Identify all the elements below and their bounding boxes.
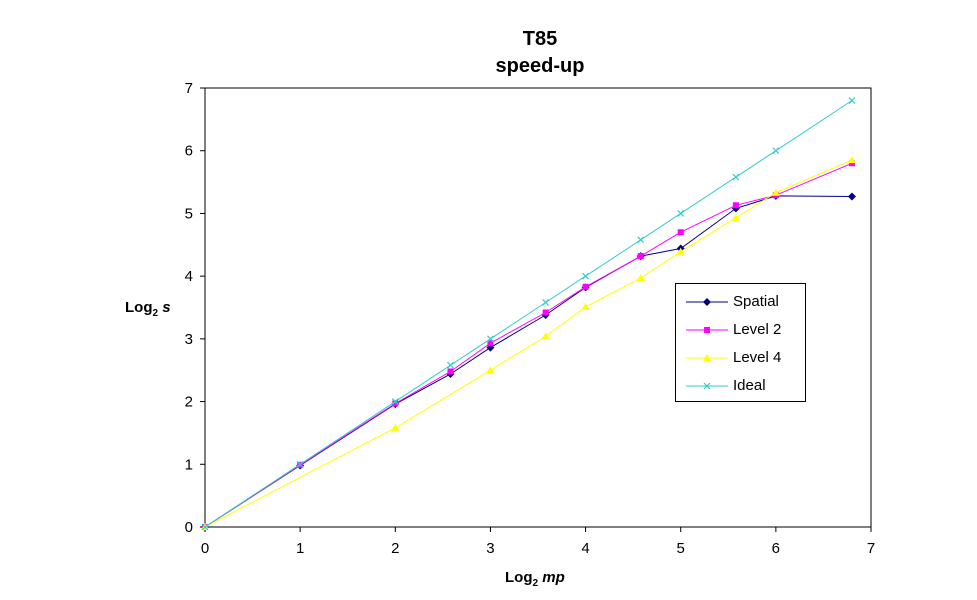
x-tick-label: 1 — [296, 540, 304, 557]
point-level4 — [391, 423, 400, 431]
legend: Spatial Level 2 Level 4 Ideal — [675, 283, 806, 402]
y-tick-label: 0 — [185, 519, 193, 536]
legend-swatch-spatial — [686, 298, 728, 306]
legend-label-level4: Level 4 — [733, 349, 782, 366]
point-level2 — [582, 283, 589, 290]
legend-label-level2: Level 2 — [733, 321, 782, 338]
y-tick-label: 7 — [185, 80, 193, 97]
point-ideal — [732, 173, 740, 181]
legend-swatch-ideal — [686, 382, 728, 390]
x-tick-label: 4 — [581, 540, 589, 557]
point-level4 — [771, 188, 780, 196]
point-level4 — [541, 332, 550, 340]
legend-item-spatial: Spatial — [676, 292, 805, 312]
point-ideal — [772, 147, 780, 155]
x-tick-label: 7 — [867, 540, 875, 557]
legend-item-level2: Level 2 — [676, 320, 805, 340]
series-line-spatial — [204, 195, 853, 528]
point-level2 — [447, 368, 454, 375]
point-level2 — [848, 160, 855, 167]
point-ideal — [637, 236, 645, 244]
series-line-level2 — [204, 162, 853, 528]
point-level4 — [581, 302, 590, 310]
x-tick-label: 6 — [772, 540, 780, 557]
point-ideal — [391, 398, 399, 405]
point-ideal — [848, 97, 856, 104]
y-tick-label: 2 — [185, 394, 193, 411]
x-tick-label: 3 — [486, 540, 494, 557]
point-level4 — [847, 156, 856, 164]
x-axis-label: Log2 mp — [505, 569, 565, 589]
series-line-ideal — [204, 100, 853, 528]
y-tick-label: 3 — [185, 331, 193, 348]
y-tick-label: 5 — [185, 205, 193, 222]
legend-item-ideal: Ideal — [676, 376, 805, 396]
point-ideal — [487, 335, 494, 343]
point-level4 — [676, 247, 685, 255]
x-tick-label: 5 — [677, 540, 685, 557]
legend-label-spatial: Spatial — [733, 293, 779, 310]
point-ideal — [677, 210, 685, 217]
point-spatial — [847, 192, 856, 201]
point-level4 — [731, 213, 740, 221]
point-level2 — [677, 229, 684, 236]
y-tick-label: 4 — [185, 268, 193, 285]
legend-item-level4: Level 4 — [676, 348, 805, 368]
series-line-level4 — [204, 159, 853, 528]
y-axis-label: Log2 s — [125, 299, 171, 319]
point-ideal — [201, 523, 209, 531]
legend-swatch-level2 — [686, 327, 728, 333]
legend-label-ideal: Ideal — [733, 377, 766, 394]
y-tick-label: 1 — [185, 456, 193, 473]
point-ideal — [447, 361, 454, 369]
point-level2 — [487, 340, 494, 347]
chart-title: T85 — [522, 28, 558, 50]
chart-subtitle: speed-up — [495, 55, 585, 77]
point-level2 — [392, 400, 399, 407]
plot-area — [204, 87, 872, 528]
point-level2 — [542, 309, 549, 316]
x-tick-label: 2 — [391, 540, 399, 557]
legend-swatch-level4 — [686, 354, 728, 361]
point-ideal — [542, 299, 550, 306]
x-tick-label: 0 — [201, 540, 209, 557]
point-level4 — [636, 274, 645, 282]
point-level4 — [486, 366, 495, 374]
point-ideal — [582, 272, 589, 280]
point-level2 — [732, 202, 739, 209]
y-tick-label: 6 — [185, 143, 193, 160]
point-ideal — [296, 460, 304, 468]
point-level2 — [637, 253, 644, 260]
